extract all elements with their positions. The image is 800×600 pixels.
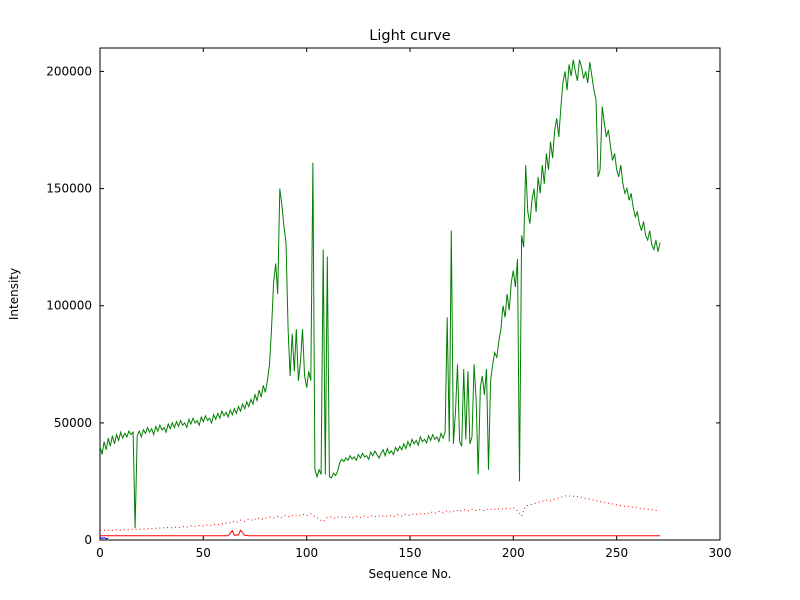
x-tick-label: 250 bbox=[605, 546, 628, 560]
y-tick-label: 200000 bbox=[46, 64, 92, 78]
y-tick-label: 100000 bbox=[46, 299, 92, 313]
axes-frame bbox=[99, 47, 721, 541]
series-secondary-dotted bbox=[99, 494, 659, 532]
x-axis-label: Sequence No. bbox=[368, 567, 452, 581]
x-tick-label: 150 bbox=[399, 546, 422, 560]
x-tick-label: 300 bbox=[709, 546, 732, 560]
x-tick-label: 0 bbox=[96, 546, 104, 560]
x-tick-label: 50 bbox=[196, 546, 211, 560]
series-start-marker bbox=[99, 536, 109, 540]
y-tick-label: 150000 bbox=[46, 182, 92, 196]
chart-title: Light curve bbox=[369, 28, 451, 44]
series-baseline-solid bbox=[100, 529, 661, 537]
y-tick-label: 0 bbox=[84, 533, 92, 547]
series-main-intensity bbox=[99, 59, 661, 529]
x-tick-label: 200 bbox=[502, 546, 525, 560]
x-tick-label: 100 bbox=[295, 546, 318, 560]
y-tick-label: 50000 bbox=[54, 416, 92, 430]
